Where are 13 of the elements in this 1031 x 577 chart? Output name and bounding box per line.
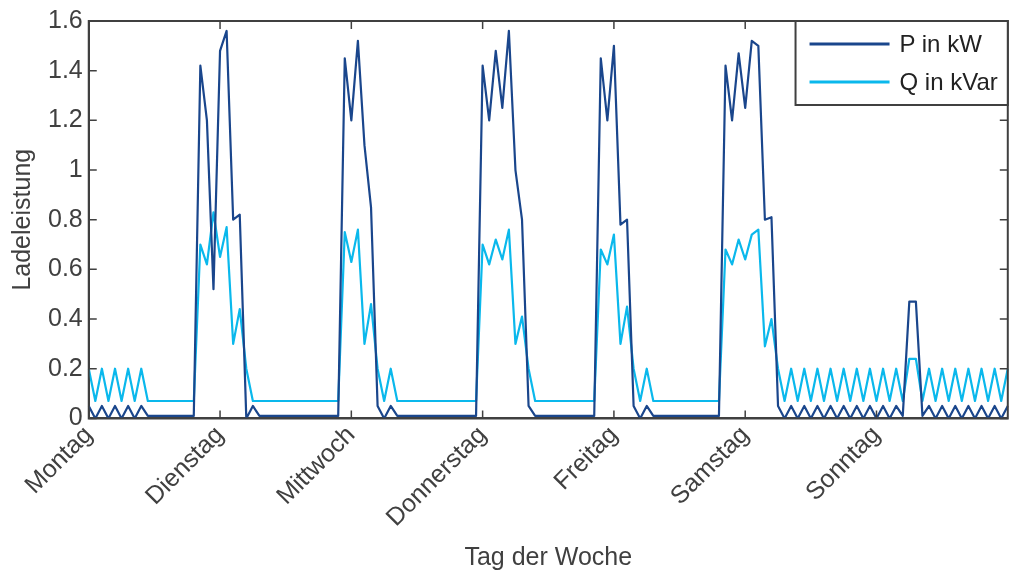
y-tick-label: 0.4: [47, 302, 83, 331]
legend-label: Q in kVar: [899, 67, 998, 95]
y-tick-label: 1.4: [47, 54, 83, 83]
legend-label: P in kW: [899, 29, 983, 57]
y-tick-label: 1.6: [47, 4, 83, 33]
y-tick-label: 0.6: [47, 253, 83, 282]
y-axis-title: Ladeleistung: [6, 148, 35, 291]
y-tick-label: 1: [68, 153, 83, 182]
y-tick-label: 0: [68, 402, 83, 431]
y-tick-label: 0.2: [47, 352, 83, 381]
y-tick-label: 0.8: [47, 203, 83, 232]
x-axis-title: Tag der Woche: [464, 541, 633, 570]
y-tick-label: 1.2: [47, 104, 83, 133]
